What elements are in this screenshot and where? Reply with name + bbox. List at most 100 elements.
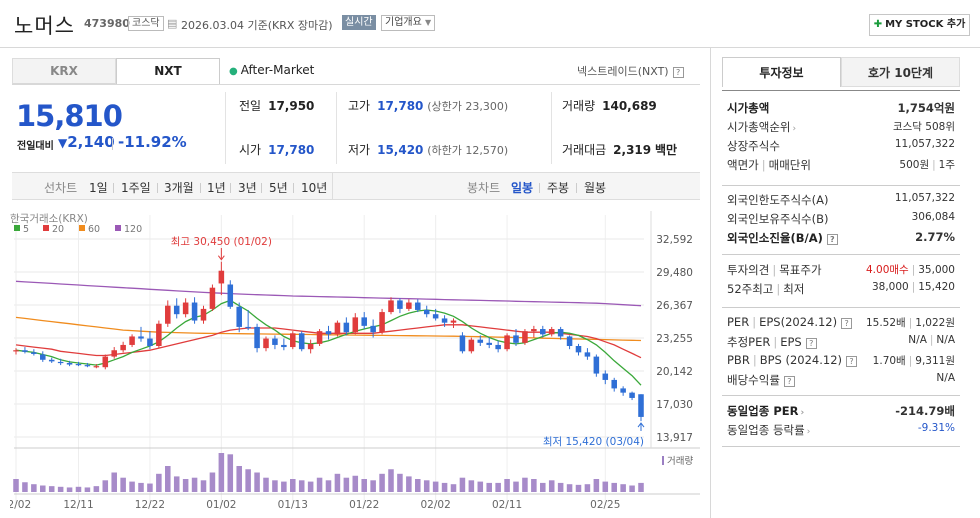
divider [225,92,226,164]
volume-bar [531,479,537,492]
tab-investment-info[interactable]: 투자정보 [722,57,841,87]
x-tick-label: 01/02 [206,499,236,511]
info-value: 4.00매수 | 35,000 [866,262,955,277]
info-row[interactable]: 외국인소진율(B/A)? 2.77% [727,230,955,246]
info-row[interactable]: 동일업종 등락률 › -9.31% [727,422,955,438]
volume-bar [486,483,492,492]
volume-bar [406,476,412,492]
legend-label: 5 [23,224,29,235]
volume-bar [156,474,162,492]
help-icon[interactable]: ? [846,356,857,367]
candle-body [531,329,537,331]
realtime-button[interactable]: 실시간 [342,15,376,30]
tab-krx[interactable]: KRX [12,58,116,84]
tab-orderbook[interactable]: 호가 10단계 [841,57,960,87]
period-10y[interactable]: 10년 [301,179,327,196]
volume-legend-swatch [662,456,664,465]
price-chart-svg: 32,592 29,480 26,367 23,255 20,142 17,030 13,9… [10,205,700,518]
info-row: 액면가 | 매매단위 500원 | 1주 [727,157,955,173]
company-overview-dropdown[interactable]: 기업개요 ▼ [381,15,435,31]
volume-bar [103,480,109,492]
candle-monthly[interactable]: 월봉 [584,179,606,196]
divider [230,183,231,193]
period-1y[interactable]: 1년 [207,179,226,196]
nextrade-label[interactable]: 넥스트레이드(NXT)? [577,63,684,79]
divider [261,183,262,193]
candle-body [138,336,144,338]
candle-body [263,339,269,349]
y-tick-label: 23,255 [656,333,693,345]
help-icon[interactable]: ? [784,376,795,387]
info-row[interactable]: PER | EPS(2024.12)? 15.52배 | 1,022원 [727,315,955,331]
candle-body [201,309,207,321]
period-3y[interactable]: 3년 [238,179,257,196]
volume-bar [147,484,153,492]
candle-body [576,346,582,352]
volume-bar [611,483,617,492]
stock-code: 473980 [84,17,130,30]
volume-bar [326,480,332,492]
candle-body [236,307,242,327]
candle-weekly[interactable]: 주봉 [547,179,569,196]
info-label: 액면가 | 매매단위 [727,157,811,173]
divider [722,395,960,396]
info-label: 시가총액순위 › [727,119,796,135]
volume-bar [353,476,359,492]
divider: | [773,335,777,349]
info-row[interactable]: 동일업종 PER › -214.79배 [727,403,955,419]
volume-bar [120,478,126,492]
down-triangle-icon: ▼ [58,136,67,150]
period-3m[interactable]: 3개월 [164,179,194,196]
tab-nxt[interactable]: NXT [116,58,220,84]
candle-chart-label[interactable]: 봉차트 [467,179,500,196]
period-1d[interactable]: 1일 [89,179,108,196]
info-label: 투자의견 | 목표주가 [727,262,822,278]
candle-body [603,374,609,380]
line-chart-label[interactable]: 선차트 [44,179,77,196]
candle-body [317,331,323,344]
volume-bar [424,480,430,492]
info-row[interactable]: PBR | BPS (2024.12)? 1.70배 | 9,311원 [727,353,955,369]
candle-body [540,329,546,334]
candle-body [513,335,519,342]
add-my-stock-button[interactable]: ✚ MY STOCK 추가 [869,14,970,36]
info-row[interactable]: 배당수익률? N/A [727,372,955,388]
info-label: PER | EPS(2024.12)? [727,315,852,329]
period-5y[interactable]: 5년 [269,179,288,196]
candle-body [620,388,626,392]
divider [551,92,552,164]
help-icon[interactable]: ? [841,318,852,329]
divider: | [932,159,936,171]
volume-bar [31,484,37,492]
info-row[interactable]: 시가총액순위 › 코스닥 508위 [727,119,955,135]
candle-daily[interactable]: 일봉 [511,179,533,196]
candle-body [281,345,287,347]
info-row[interactable]: 추정PER | EPS? N/A | N/A [727,334,955,350]
candle-body [156,324,162,346]
volume-bar [210,473,216,493]
candle-body [397,300,403,308]
chevron-right-icon: › [792,124,796,134]
period-1w[interactable]: 1주일 [121,179,151,196]
volume-bar [22,482,28,492]
candle-body [183,303,189,315]
help-icon[interactable]: ? [673,67,684,78]
candle-body [594,357,600,374]
candle-body [611,380,617,388]
info-value: 1,754억원 [897,100,955,116]
divider [113,183,114,193]
volume-bar [335,474,341,492]
divider: | [912,264,916,276]
help-icon[interactable]: ? [827,234,838,245]
candle-body [94,366,100,367]
volume-bar [76,487,82,492]
divider: | [912,281,916,293]
volume-bar [308,482,314,492]
price-chart[interactable]: 32,592 29,480 26,367 23,255 20,142 17,030 13,9… [10,205,700,518]
volume-bar [290,479,296,492]
candle-body [254,327,260,348]
candle-body [638,394,644,417]
help-icon[interactable]: ? [806,338,817,349]
candle-body [192,303,198,321]
volume-bar [415,479,421,492]
